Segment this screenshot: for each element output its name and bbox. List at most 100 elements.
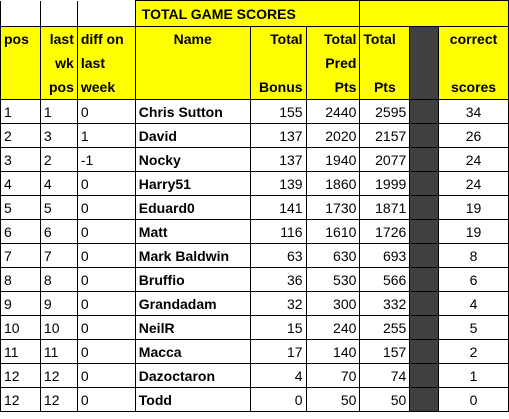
header-pred-2: Pred [305, 51, 361, 75]
cell-total-pts: 2595 [359, 99, 411, 124]
cell-total-bonus: 137 [249, 123, 307, 148]
header-last-2: wk [39, 51, 78, 75]
divider-column [409, 75, 440, 100]
divider-column [409, 315, 440, 340]
table-row: 2 3 1 David 137 2020 2157 26 [0, 123, 509, 148]
header-diff-3: week [76, 75, 136, 100]
table-row: 4 4 0 Harry51 139 1860 1999 24 [0, 171, 509, 196]
table-row: 5 5 0 Eduard0 141 1730 1871 19 [0, 195, 509, 220]
cell-correct-scores: 6 [438, 267, 509, 292]
cell-total-pred: 1860 [305, 171, 361, 196]
cell-total-pred: 2020 [305, 123, 361, 148]
header-name: Name [134, 26, 251, 51]
header-correct-2 [438, 51, 509, 75]
cell-diff: 1 [76, 123, 136, 148]
cell-total-pred: 1610 [305, 219, 361, 244]
divider-column [409, 99, 440, 124]
header-last-1: last [39, 26, 78, 51]
divider-column [409, 26, 440, 51]
cell-last-wk-pos: 9 [39, 291, 78, 316]
header-row-2: wk last Pred [0, 51, 509, 75]
cell-total-bonus: 141 [249, 195, 307, 220]
header-pred-3: Pts [305, 75, 361, 100]
cell-total-pts: 50 [359, 387, 411, 412]
cell-name: Nocky [134, 147, 251, 172]
header-pred-1: Total [305, 26, 361, 51]
cell-last-wk-pos: 2 [39, 147, 78, 172]
table-row: 6 6 0 Matt 116 1610 1726 19 [0, 219, 509, 244]
cell-total-pred: 70 [305, 363, 361, 388]
divider-column [409, 267, 440, 292]
cell-last-wk-pos: 6 [39, 219, 78, 244]
cell-total-bonus: 139 [249, 171, 307, 196]
cell-diff: 0 [76, 315, 136, 340]
header-diff-2: last [76, 51, 136, 75]
cell-name: Todd [134, 387, 251, 412]
cell-diff: 0 [76, 267, 136, 292]
divider-column [409, 195, 440, 220]
table-row: 12 12 0 Dazoctaron 4 70 74 1 [0, 363, 509, 388]
cell-total-pts: 74 [359, 363, 411, 388]
cell-correct-scores: 24 [438, 171, 509, 196]
cell-correct-scores: 1 [438, 363, 509, 388]
cell-total-pred: 140 [305, 339, 361, 364]
cell-name: Macca [134, 339, 251, 364]
divider-column [409, 243, 440, 268]
cell-diff: 0 [76, 171, 136, 196]
header-correct-1: correct [438, 26, 509, 51]
cell-total-pts: 332 [359, 291, 411, 316]
cell-total-bonus: 155 [249, 99, 307, 124]
cell-last-wk-pos: 1 [39, 99, 78, 124]
cell-correct-scores: 24 [438, 147, 509, 172]
cell-total-pts: 1871 [359, 195, 411, 220]
cell-total-pred: 2440 [305, 99, 361, 124]
cell-last-wk-pos: 12 [39, 363, 78, 388]
cell-total-bonus: 63 [249, 243, 307, 268]
cell-diff: 0 [76, 99, 136, 124]
cell-last-wk-pos: 10 [39, 315, 78, 340]
table-row: 10 10 0 NeilR 15 240 255 5 [0, 315, 509, 340]
cell-diff: 0 [76, 219, 136, 244]
header-correct-3: scores [438, 75, 509, 100]
cell-correct-scores: 0 [438, 387, 509, 412]
cell-correct-scores: 19 [438, 195, 509, 220]
header-name-2 [134, 51, 251, 75]
table-row: 12 12 0 Todd 0 50 50 0 [0, 387, 509, 412]
cell-correct-scores: 4 [438, 291, 509, 316]
title-spacer-last [39, 0, 78, 27]
cell-total-bonus: 17 [249, 339, 307, 364]
cell-pos: 9 [0, 291, 41, 316]
cell-pos: 6 [0, 219, 41, 244]
cell-diff: 0 [76, 387, 136, 412]
table-title: TOTAL GAME SCORES [134, 0, 361, 27]
title-spacer-right [359, 0, 509, 27]
header-pos: pos [0, 26, 41, 51]
table-row: 9 9 0 Grandadam 32 300 332 4 [0, 291, 509, 316]
cell-total-pred: 630 [305, 243, 361, 268]
cell-pos: 7 [0, 243, 41, 268]
cell-correct-scores: 2 [438, 339, 509, 364]
header-row-1: pos last diff on Name Total Total Total … [0, 26, 509, 51]
cell-total-pts: 2077 [359, 147, 411, 172]
divider-column [409, 51, 440, 75]
cell-pos: 12 [0, 387, 41, 412]
cell-pos: 11 [0, 339, 41, 364]
divider-column [409, 363, 440, 388]
divider-column [409, 291, 440, 316]
cell-total-pred: 50 [305, 387, 361, 412]
cell-pos: 1 [0, 99, 41, 124]
cell-correct-scores: 5 [438, 315, 509, 340]
cell-pos: 4 [0, 171, 41, 196]
header-row-3: pos week Bonus Pts Pts scores [0, 75, 509, 100]
cell-total-pts: 693 [359, 243, 411, 268]
header-total-2 [359, 51, 411, 75]
header-total-1: Total [359, 26, 411, 51]
cell-name: Mark Baldwin [134, 243, 251, 268]
cell-diff: 0 [76, 195, 136, 220]
divider-column [409, 147, 440, 172]
divider-column [409, 339, 440, 364]
cell-last-wk-pos: 7 [39, 243, 78, 268]
header-name-3 [134, 75, 251, 100]
cell-name: Matt [134, 219, 251, 244]
cell-pos: 12 [0, 363, 41, 388]
